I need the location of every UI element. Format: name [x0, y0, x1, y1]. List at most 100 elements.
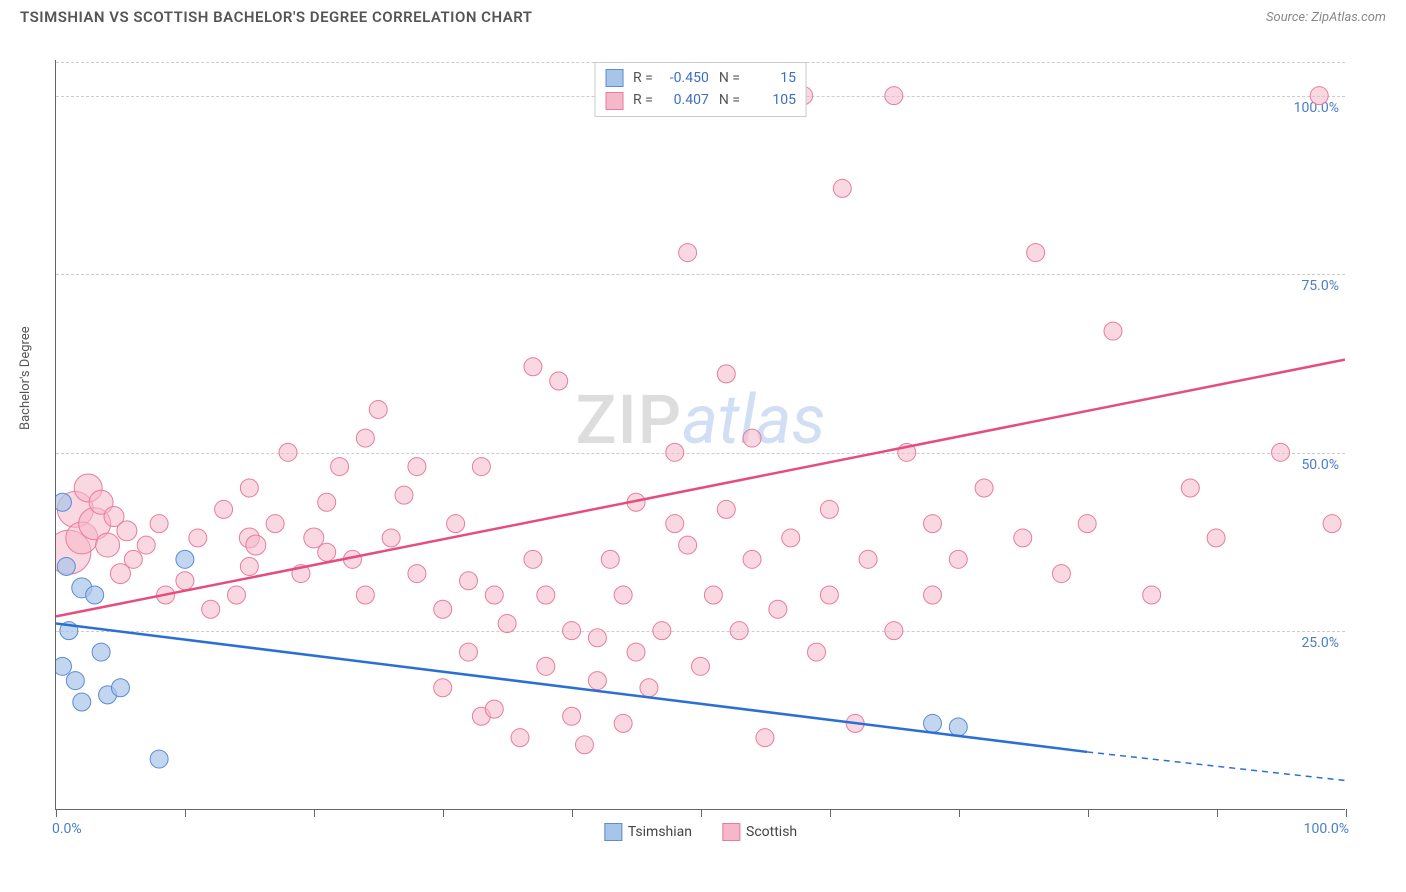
scottish-point	[117, 521, 137, 541]
scottish-point	[1014, 529, 1032, 547]
scottish-point	[743, 550, 761, 568]
legend-series-item: Scottish	[722, 823, 797, 841]
scottish-point	[808, 643, 826, 661]
scottish-point	[1078, 515, 1096, 533]
tsimshian-point	[92, 643, 110, 661]
scottish-point	[434, 600, 452, 618]
scottish-point	[524, 550, 542, 568]
x-tick	[701, 809, 702, 817]
scottish-point	[601, 550, 619, 568]
scottish-point	[588, 672, 606, 690]
x-tick-label: 100.0%	[1304, 821, 1349, 837]
scottish-point	[240, 479, 258, 497]
scottish-point	[653, 622, 671, 640]
scottish-point	[614, 714, 632, 732]
tsimshian-trendline-dashed	[1087, 752, 1345, 781]
scottish-point	[679, 536, 697, 554]
legend-series-label: Tsimshian	[628, 824, 692, 840]
legend-series-item: Tsimshian	[604, 823, 692, 841]
header: TSIMSHIAN VS SCOTTISH BACHELOR'S DEGREE …	[0, 0, 1406, 30]
scottish-point	[820, 500, 838, 518]
scottish-point	[1323, 515, 1341, 533]
scottish-point	[524, 358, 542, 376]
scottish-point	[666, 443, 684, 461]
tsimshian-trendline	[56, 624, 1087, 752]
n-label: N =	[719, 67, 740, 89]
scottish-point	[189, 529, 207, 547]
tsimshian-point	[86, 586, 104, 604]
chart-title: TSIMSHIAN VS SCOTTISH BACHELOR'S DEGREE …	[20, 8, 533, 26]
scottish-point	[627, 643, 645, 661]
r-value: 0.407	[659, 89, 709, 111]
scottish-point	[124, 550, 142, 568]
scottish-point	[975, 479, 993, 497]
scottish-point	[614, 586, 632, 604]
scottish-point	[395, 486, 413, 504]
scottish-point	[240, 557, 258, 575]
scottish-point	[730, 622, 748, 640]
scottish-point	[459, 643, 477, 661]
scottish-point	[408, 458, 426, 476]
scottish-point	[472, 458, 490, 476]
scottish-point	[859, 550, 877, 568]
x-tick	[1088, 809, 1089, 817]
series-legend: Tsimshian Scottish	[604, 823, 797, 841]
scottish-point	[511, 729, 529, 747]
scottish-point	[704, 586, 722, 604]
x-tick	[443, 809, 444, 817]
legend-swatch-icon	[722, 823, 740, 841]
x-tick-label: 0.0%	[52, 821, 82, 837]
tsimshian-point	[56, 493, 71, 511]
x-tick	[1346, 809, 1347, 817]
scottish-point	[717, 500, 735, 518]
legend-swatch-icon	[604, 823, 622, 841]
scottish-point	[1104, 322, 1122, 340]
scottish-point	[949, 550, 967, 568]
legend-stat-row: R =-0.450N =15	[605, 67, 796, 89]
r-label: R =	[633, 89, 653, 111]
scottish-point	[782, 529, 800, 547]
n-value: 15	[746, 67, 796, 89]
scottish-point	[266, 515, 284, 533]
x-tick	[185, 809, 186, 817]
scottish-point	[485, 586, 503, 604]
scottish-point	[369, 401, 387, 419]
scottish-point	[1207, 529, 1225, 547]
scottish-point	[563, 622, 581, 640]
scottish-point	[550, 372, 568, 390]
scottish-point	[227, 586, 245, 604]
scottish-point	[1027, 244, 1045, 262]
scottish-point	[1052, 565, 1070, 583]
scottish-point	[640, 679, 658, 697]
y-axis-label: Bachelor's Degree	[18, 326, 33, 430]
scottish-point	[563, 707, 581, 725]
scottish-point	[1310, 87, 1328, 105]
scottish-point	[382, 529, 400, 547]
chart-plot-area: ZIPatlas R =-0.450N =15R =0.407N =105 Ts…	[55, 60, 1345, 810]
scottish-point	[743, 429, 761, 447]
tsimshian-point	[949, 718, 967, 736]
scottish-point	[459, 572, 477, 590]
x-tick	[572, 809, 573, 817]
correlation-legend: R =-0.450N =15R =0.407N =105	[594, 62, 807, 117]
scottish-point	[537, 657, 555, 675]
scottish-point	[588, 629, 606, 647]
scottish-point	[924, 586, 942, 604]
scottish-point	[246, 535, 266, 555]
scottish-point	[885, 87, 903, 105]
tsimshian-point	[66, 672, 84, 690]
scottish-point	[1181, 479, 1199, 497]
scottish-point	[485, 700, 503, 718]
scottish-point	[833, 179, 851, 197]
x-tick	[1217, 809, 1218, 817]
scottish-point	[575, 736, 593, 754]
scottish-point	[666, 515, 684, 533]
n-label: N =	[719, 89, 740, 111]
scottish-point	[434, 679, 452, 697]
scottish-point	[924, 515, 942, 533]
tsimshian-point	[57, 557, 75, 575]
x-tick	[56, 809, 57, 817]
scottish-point	[537, 586, 555, 604]
scottish-point	[885, 622, 903, 640]
n-value: 105	[746, 89, 796, 111]
